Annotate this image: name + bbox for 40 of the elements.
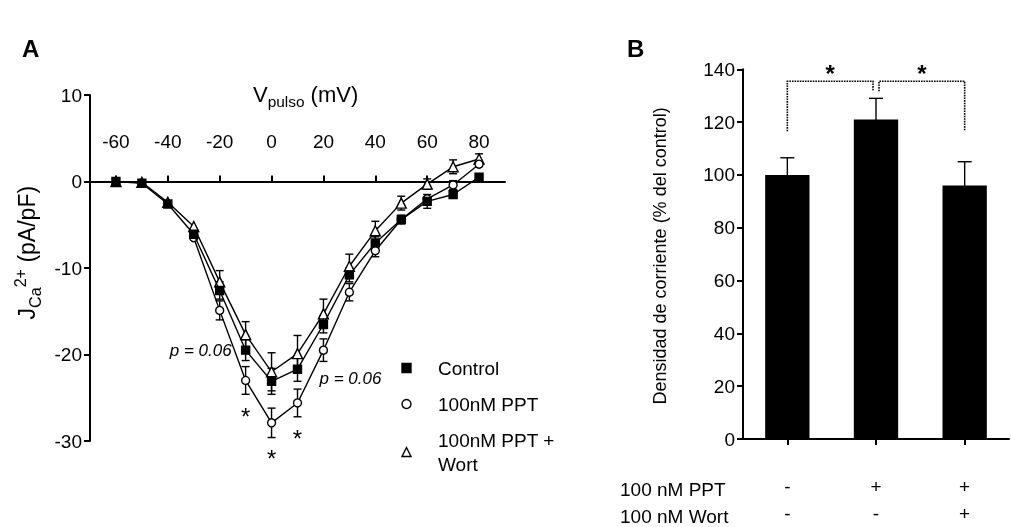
annotation: * <box>825 59 836 87</box>
y-tick-label: -10 <box>54 257 82 279</box>
y-tick-label: 0 <box>71 171 82 192</box>
text: 100 nM Wort <box>620 505 730 527</box>
annotation: * <box>292 425 303 453</box>
annotation: p = 0.06 <box>318 368 382 388</box>
y-tick-label: 10 <box>60 84 82 106</box>
y-tick-label: 120 <box>703 111 735 133</box>
x-tick-label: -40 <box>154 130 182 152</box>
x-tick-label: - - <box>784 476 791 524</box>
x-tick-label: 80 <box>468 130 490 152</box>
x-tick-label: 40 <box>364 130 386 152</box>
y-tick-label: -30 <box>54 430 82 452</box>
x-tick-label: + + <box>959 476 971 524</box>
y-tick-label: -20 <box>54 344 82 365</box>
y-tick-label: 60 <box>713 270 735 292</box>
legend-label: 100nM PPT + Wort <box>438 429 560 475</box>
y-tick-label: 20 <box>713 375 735 397</box>
legend-label: Control <box>438 357 500 379</box>
y-tick-label: 40 <box>713 322 735 344</box>
annotation: * <box>917 59 928 87</box>
chart-title: A <box>22 34 40 62</box>
x-tick-label: + - <box>870 476 882 524</box>
x-tick-label: -60 <box>102 130 130 152</box>
y-tick-label: 100 <box>703 164 735 186</box>
text: 100 nM PPT <box>620 478 726 500</box>
y-axis-title: Densidad de corriente (% del control) <box>649 106 670 404</box>
x-tick-label: 60 <box>416 130 438 152</box>
x-tick-label: -20 <box>205 130 234 152</box>
y-tick-label: 140 <box>703 58 735 80</box>
legend-label: 100nM PPT <box>438 393 539 415</box>
y-tick-label: 0 <box>724 428 735 450</box>
y-tick-label: 80 <box>713 217 735 239</box>
chart-title: B <box>627 34 645 62</box>
annotation: * <box>240 402 251 430</box>
annotation: * <box>266 445 277 473</box>
x-tick-label: 20 <box>312 130 335 152</box>
annotation: p = 0.06 <box>168 340 233 360</box>
x-axis-title: V$_{pulso}$ (mV) <box>253 82 359 111</box>
x-tick-label: 0 <box>266 130 277 152</box>
